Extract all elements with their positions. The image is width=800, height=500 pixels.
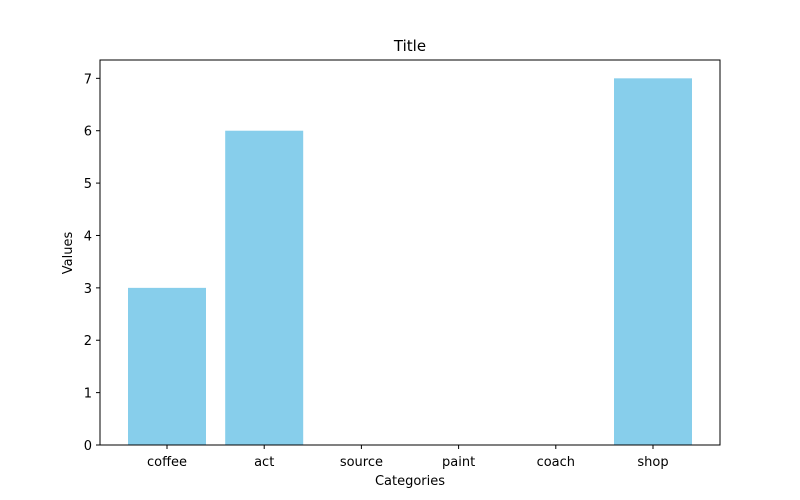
bar-coffee [128,287,206,445]
bar-act [225,130,304,445]
bar-shop [614,78,692,445]
x-tick-label-source: source [340,455,383,470]
y-tick-label-3: 3 [84,282,92,297]
x-axis-label: Categories [375,474,445,489]
y-tick-label-7: 7 [84,72,92,87]
chart-title: Title [393,37,426,55]
x-tick-label-coach: coach [537,455,575,470]
y-axis-label: Values [61,232,76,275]
y-tick-label-1: 1 [84,387,92,402]
y-tick-label-5: 5 [84,177,92,192]
bars-group [128,78,692,445]
plot-frame [99,59,721,446]
x-tick-label-act: act [254,455,274,470]
y-axis-ticks: 0 1 2 3 4 5 6 7 [84,72,100,454]
x-axis-ticks: coffee act source paint coach shop [147,445,669,470]
y-tick-label-4: 4 [84,229,92,244]
x-tick-label-shop: shop [637,455,668,470]
y-tick-label-2: 2 [84,334,92,349]
y-tick-label-6: 6 [84,125,92,140]
x-tick-label-coffee: coffee [147,455,187,470]
y-tick-label-0: 0 [84,439,92,454]
x-tick-label-paint: paint [442,455,475,470]
